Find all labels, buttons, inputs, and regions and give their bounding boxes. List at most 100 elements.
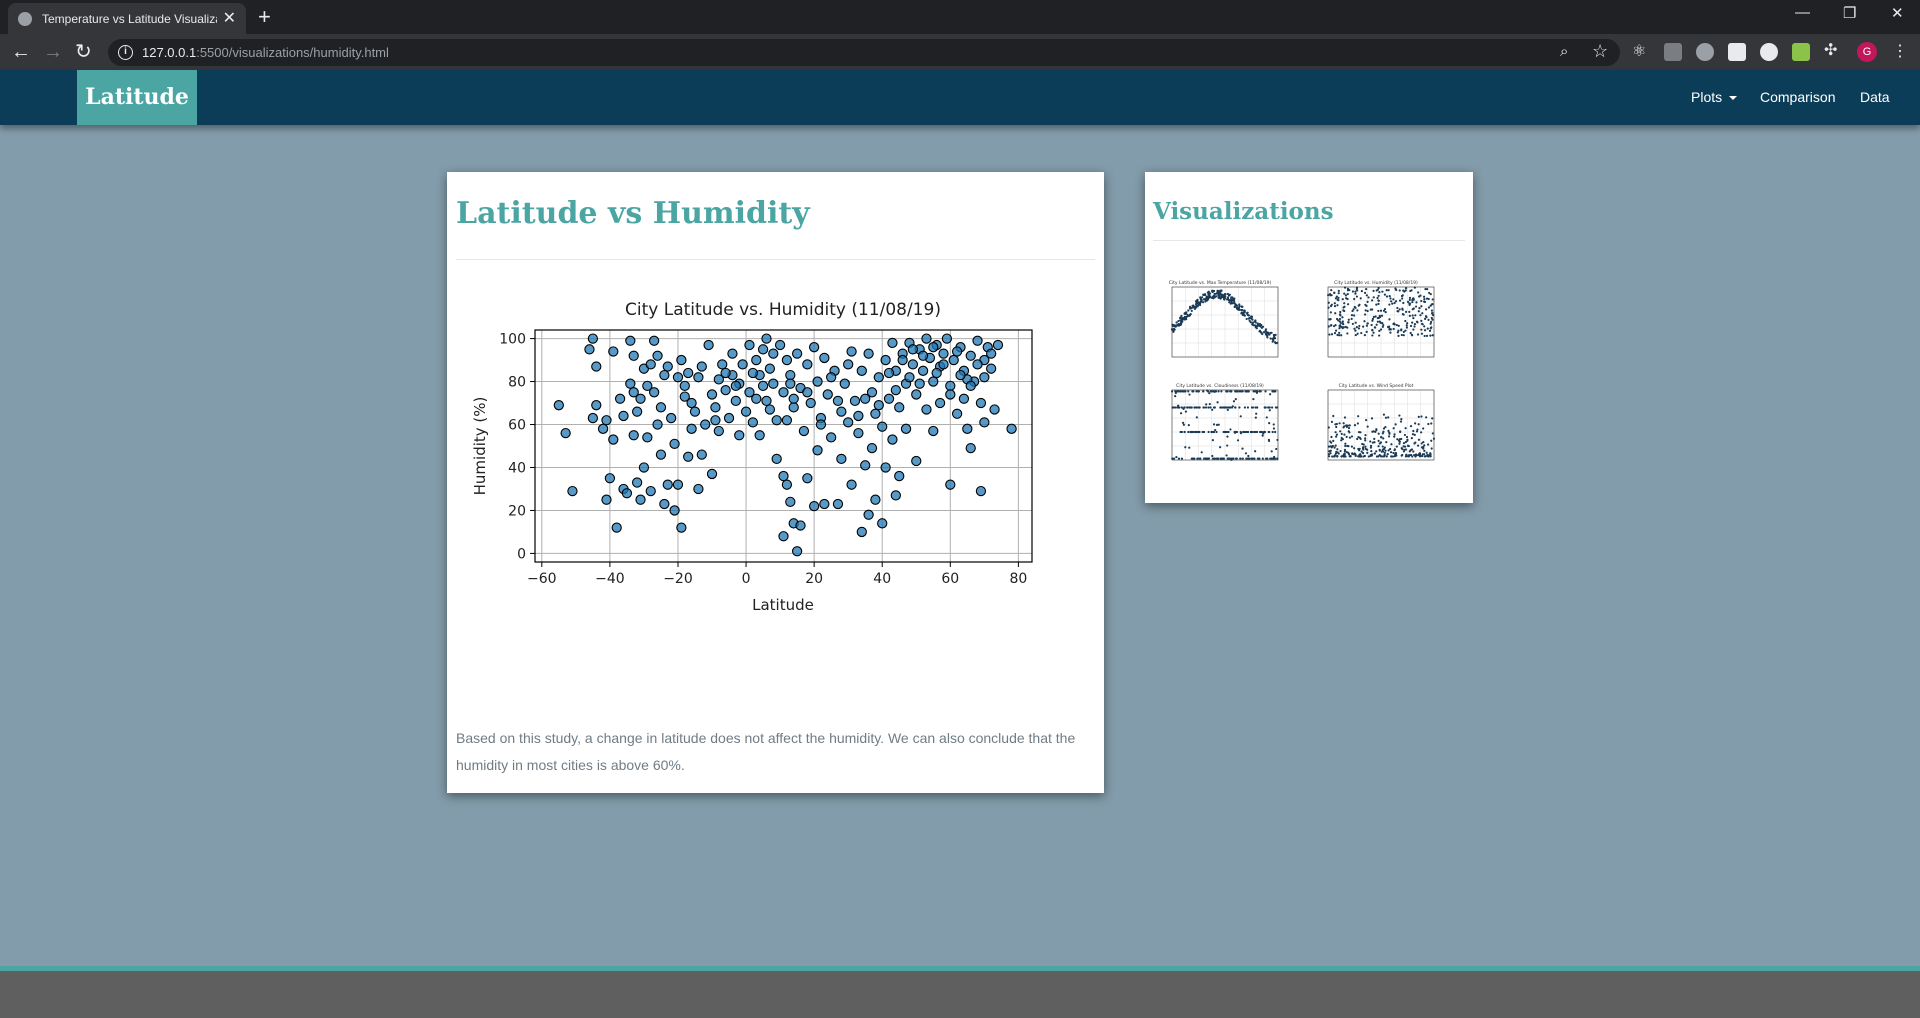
thumbnail-point bbox=[1404, 329, 1407, 332]
scatter-point bbox=[662, 479, 673, 490]
thumbnail-point bbox=[1413, 325, 1416, 328]
extensions-puzzle-icon[interactable]: ✣ bbox=[1824, 42, 1838, 59]
forward-button[interactable]: → bbox=[43, 41, 63, 63]
thumbnail-point bbox=[1252, 398, 1255, 401]
thumbnail-point bbox=[1335, 295, 1338, 298]
restore-button[interactable]: ❐ bbox=[1843, 5, 1857, 22]
thumbnail-point bbox=[1380, 314, 1384, 317]
thumbnail-point bbox=[1340, 432, 1343, 436]
browser-tab[interactable]: Temperature vs Latitude Visualiza ✕ bbox=[8, 3, 246, 34]
thumbnail-point bbox=[1238, 390, 1241, 393]
close-window-button[interactable]: ✕ bbox=[1891, 5, 1904, 22]
brand-logo[interactable]: Latitude bbox=[77, 70, 197, 125]
thumbnail-point bbox=[1396, 438, 1399, 441]
new-tab-button[interactable]: + bbox=[258, 4, 271, 29]
zoom-icon[interactable]: ⌕ bbox=[1560, 43, 1569, 60]
chat-extension-icon[interactable] bbox=[1696, 43, 1714, 61]
scatter-point bbox=[584, 344, 595, 355]
address-bar[interactable]: i 127.0.0.1:5500/visualizations/humidity… bbox=[108, 39, 1620, 66]
thumbnail-wind-speed[interactable]: City Latitude vs. Wind Speed Plot bbox=[1314, 381, 1442, 473]
close-tab-icon[interactable]: ✕ bbox=[222, 9, 236, 27]
browser-menu-icon[interactable]: ⋮ bbox=[1892, 43, 1908, 60]
thumbnail-point bbox=[1411, 298, 1414, 302]
scatter-point bbox=[951, 346, 963, 357]
thumbnail-point bbox=[1265, 416, 1268, 419]
thumbnail-point bbox=[1254, 430, 1257, 434]
thumbnail-point bbox=[1393, 435, 1396, 438]
thumbnail-point bbox=[1358, 303, 1361, 306]
scatter-point bbox=[560, 427, 571, 439]
scatter-point bbox=[832, 395, 844, 407]
thumbnail-point bbox=[1179, 390, 1182, 393]
scatter-point bbox=[696, 361, 707, 372]
thumbnail-point bbox=[1359, 455, 1363, 458]
scatter-point bbox=[761, 333, 772, 344]
nav-plots-dropdown[interactable]: Plots bbox=[1691, 89, 1738, 105]
thumbnail-point bbox=[1177, 390, 1180, 393]
thumbnail-point bbox=[1248, 319, 1251, 322]
scatter-point bbox=[911, 389, 922, 400]
info-icon[interactable]: i bbox=[118, 45, 133, 60]
thumbnail-point bbox=[1344, 442, 1347, 445]
thumbnail-point bbox=[1418, 306, 1421, 310]
thumbnail-point bbox=[1356, 309, 1359, 312]
image-extension-icon[interactable] bbox=[1792, 43, 1810, 61]
scatter-point bbox=[744, 339, 755, 351]
scatter-point bbox=[645, 359, 656, 370]
scatter-point bbox=[774, 339, 786, 351]
thumbnail-point bbox=[1268, 430, 1271, 434]
contrast-extension-icon[interactable] bbox=[1760, 43, 1778, 61]
thumbnail-cloudiness[interactable]: City Latitude vs. Cloudiness (11/08/19) bbox=[1158, 381, 1286, 473]
thumbnail-point bbox=[1373, 452, 1376, 455]
react-devtools-icon[interactable]: ⚛ bbox=[1632, 43, 1647, 60]
thumbnail-point bbox=[1177, 404, 1180, 407]
scatter-point bbox=[921, 333, 932, 344]
thumbnail-point bbox=[1365, 330, 1368, 333]
thumbnail-point bbox=[1411, 455, 1414, 458]
help-extension-icon[interactable] bbox=[1664, 43, 1682, 61]
thumbnail-point bbox=[1405, 324, 1408, 327]
scatter-point bbox=[781, 415, 793, 426]
thumbnail-point bbox=[1388, 295, 1391, 298]
profile-avatar[interactable]: G bbox=[1857, 42, 1877, 62]
thumbnail-point bbox=[1422, 440, 1425, 444]
footer bbox=[0, 971, 1920, 1018]
minimize-button[interactable]: — bbox=[1795, 4, 1810, 21]
thumbnail-point bbox=[1397, 310, 1400, 313]
thumbnail-point bbox=[1420, 442, 1423, 445]
thumbnail-point bbox=[1381, 432, 1384, 435]
y-tick-label: 20 bbox=[508, 503, 526, 519]
url-text[interactable]: 127.0.0.1:5500/visualizations/humidity.h… bbox=[142, 45, 389, 60]
back-button[interactable]: ← bbox=[11, 41, 31, 63]
thumbnail-point bbox=[1253, 320, 1256, 323]
thumbnail-point bbox=[1424, 308, 1428, 311]
url-path: :5500/visualizations/humidity.html bbox=[196, 45, 389, 60]
thumbnail-point bbox=[1208, 392, 1211, 395]
thumbnail-point bbox=[1381, 450, 1385, 453]
nav-data-link[interactable]: Data bbox=[1860, 89, 1890, 105]
scatter-point bbox=[900, 423, 912, 434]
thumbnail-point bbox=[1226, 296, 1229, 299]
scatter-point bbox=[928, 342, 939, 353]
thumbnail-point bbox=[1242, 430, 1245, 434]
thumbnail-humidity[interactable]: City Latitude vs. Humidity (11/08/19) bbox=[1314, 278, 1442, 370]
thumbnail-point bbox=[1377, 445, 1380, 448]
thumbnail-point bbox=[1275, 447, 1278, 451]
thumbnail-point bbox=[1197, 390, 1200, 393]
thumbnail-point bbox=[1213, 292, 1216, 296]
thumbnail-point bbox=[1255, 391, 1259, 394]
scatter-point bbox=[938, 348, 949, 359]
thumbnail-point bbox=[1334, 444, 1337, 447]
nav-comparison-link[interactable]: Comparison bbox=[1760, 89, 1836, 105]
thumbnail-point bbox=[1181, 320, 1184, 323]
thumbnail-point bbox=[1409, 324, 1413, 328]
thumbnail-point bbox=[1353, 327, 1356, 330]
thumbnail-point bbox=[1344, 444, 1347, 448]
clipboard-extension-icon[interactable] bbox=[1728, 43, 1746, 61]
thumbnail-point bbox=[1373, 437, 1376, 440]
bookmark-star-icon[interactable]: ☆ bbox=[1592, 41, 1609, 61]
reload-button[interactable]: ↻ bbox=[75, 41, 92, 63]
y-tick-label: 80 bbox=[508, 375, 526, 391]
thumbnail-point bbox=[1171, 323, 1174, 326]
thumbnail-max-temperature[interactable]: City Latitude vs. Max Temperature (11/08… bbox=[1158, 278, 1286, 370]
